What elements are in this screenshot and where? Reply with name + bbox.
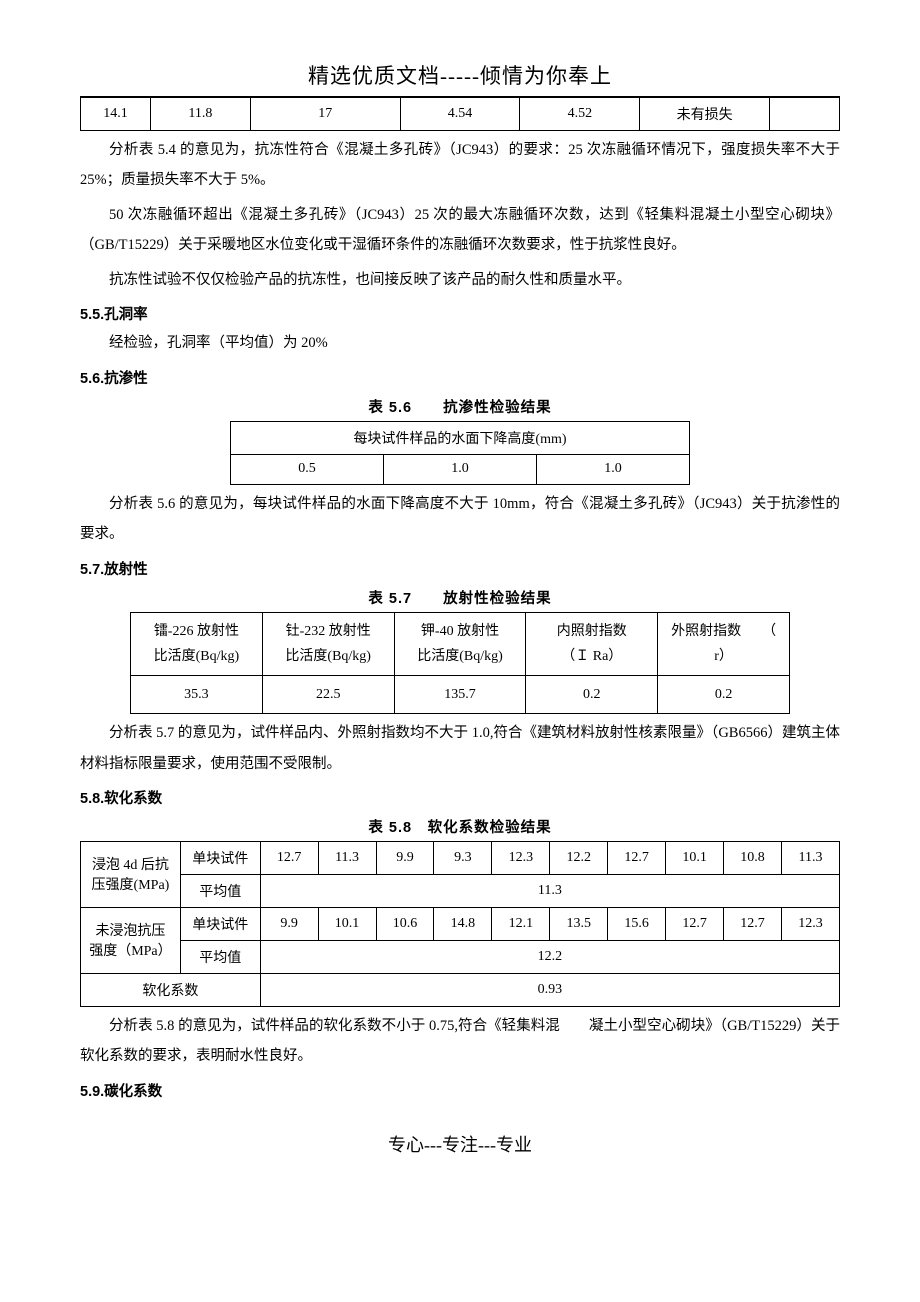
page-footer: 专心---专注---专业 <box>80 1131 840 1157</box>
t57-h4: 内照射指数 （Ｉ Ra） <box>526 612 658 675</box>
t58-r2v3: 14.8 <box>434 907 492 940</box>
t57-c3: 135.7 <box>394 675 526 713</box>
t58-r1b: 压强度(MPa) <box>92 878 170 893</box>
t57-h1b: 比活度(Bq/kg) <box>154 649 240 664</box>
t56-c3: 1.0 <box>537 454 690 484</box>
para-5-6: 分析表 5.6 的意见为，每块试件样品的水面下降高度不大于 10mm，符合《混凝… <box>80 489 840 550</box>
t58-r2avg: 12.2 <box>260 940 839 973</box>
t58-r2sub2: 平均值 <box>180 940 260 973</box>
heading-5-9: 5.9.碳化系数 <box>80 1080 840 1101</box>
page-header-title: 精选优质文档-----倾情为你奉上 <box>80 60 840 90</box>
para-5-4-a: 分析表 5.4 的意见为，抗冻性符合《混凝土多孔砖》（JC943）的要求：25 … <box>80 135 840 196</box>
t58-r1label: 浸泡 4d 后抗压强度(MPa) <box>81 841 181 907</box>
table-5-4-fragment: 14.1 11.8 17 4.54 4.52 未有损失 <box>80 97 840 131</box>
t58-r2v8: 12.7 <box>724 907 782 940</box>
table-5-7: 镭-226 放射性比活度(Bq/kg) 钍-232 放射性比活度(Bq/kg) … <box>130 612 790 715</box>
t57-h2a: 钍-232 放射性 <box>286 624 371 639</box>
t58-r2v6: 15.6 <box>608 907 666 940</box>
t58-r1v7: 10.1 <box>666 841 724 874</box>
t54-c5: 4.52 <box>520 98 640 131</box>
t58-r2v9: 12.3 <box>781 907 839 940</box>
caption-5-8: 表 5.8 软化系数检验结果 <box>80 816 840 837</box>
t58-r2label: 未浸泡抗压强度（MPa） <box>81 907 181 973</box>
t58-r2a: 未浸泡抗压 <box>95 924 165 939</box>
t58-r2v0: 9.9 <box>260 907 318 940</box>
caption-5-6: 表 5.6 抗渗性检验结果 <box>80 396 840 417</box>
t57-h3a: 钾-40 放射性 <box>421 624 499 639</box>
para-5-8: 分析表 5.8 的意见为，试件样品的软化系数不小于 0.75,符合《轻集料混 凝… <box>80 1011 840 1072</box>
t58-r1v1: 11.3 <box>318 841 376 874</box>
t57-h2b: 比活度(Bq/kg) <box>285 649 371 664</box>
t57-h4a: 内照射指数 <box>557 624 627 639</box>
t58-r2b: 强度（MPa） <box>89 944 171 959</box>
t58-r2sub1: 单块试件 <box>180 907 260 940</box>
t57-c4: 0.2 <box>526 675 658 713</box>
t58-r1v3: 9.3 <box>434 841 492 874</box>
t54-c1: 14.1 <box>81 98 151 131</box>
t58-r3label: 软化系数 <box>81 973 261 1006</box>
t57-c5: 0.2 <box>658 675 790 713</box>
t58-r2v1: 10.1 <box>318 907 376 940</box>
t58-r1v9: 11.3 <box>781 841 839 874</box>
t58-r1v5: 12.2 <box>550 841 608 874</box>
t58-r1v8: 10.8 <box>724 841 782 874</box>
t57-h4b: （Ｉ Ra） <box>561 649 622 664</box>
t58-r1v2: 9.9 <box>376 841 434 874</box>
caption-5-7: 表 5.7 放射性检验结果 <box>80 587 840 608</box>
t54-c4: 4.54 <box>400 98 520 131</box>
t58-r1sub2: 平均值 <box>180 874 260 907</box>
document-page: 精选优质文档-----倾情为你奉上 14.1 11.8 17 4.54 4.52… <box>0 0 920 1197</box>
t58-r2v7: 12.7 <box>666 907 724 940</box>
t58-r1a: 浸泡 4d 后抗 <box>92 858 169 873</box>
t58-r2v4: 12.1 <box>492 907 550 940</box>
t58-r3val: 0.93 <box>260 973 839 1006</box>
t57-h5a: 外照射指数 （ <box>671 624 776 639</box>
table-5-8: 浸泡 4d 后抗压强度(MPa) 单块试件 12.7 11.3 9.9 9.3 … <box>80 841 840 1007</box>
t58-r2v2: 10.6 <box>376 907 434 940</box>
t57-h2: 钍-232 放射性比活度(Bq/kg) <box>262 612 394 675</box>
heading-5-8: 5.8.软化系数 <box>80 787 840 808</box>
t57-c1: 35.3 <box>131 675 263 713</box>
t58-r1v4: 12.3 <box>492 841 550 874</box>
t57-h5: 外照射指数 （ r） <box>658 612 790 675</box>
t58-r1avg: 11.3 <box>260 874 839 907</box>
t56-header: 每块试件样品的水面下降高度(mm) <box>231 421 690 454</box>
para-5-7: 分析表 5.7 的意见为，试件样品内、外照射指数均不大于 1.0,符合《建筑材料… <box>80 718 840 779</box>
t58-r1v6: 12.7 <box>608 841 666 874</box>
t58-r1v0: 12.7 <box>260 841 318 874</box>
t56-c2: 1.0 <box>384 454 537 484</box>
heading-5-6: 5.6.抗渗性 <box>80 367 840 388</box>
t57-h3: 钾-40 放射性比活度(Bq/kg) <box>394 612 526 675</box>
t54-c3: 17 <box>250 98 400 131</box>
t54-c6: 未有损失 <box>640 98 770 131</box>
heading-5-7: 5.7.放射性 <box>80 558 840 579</box>
t57-h5b: r） <box>714 649 733 664</box>
t57-h1a: 镭-226 放射性 <box>154 624 239 639</box>
t54-c7 <box>770 98 840 131</box>
t57-c2: 22.5 <box>262 675 394 713</box>
t58-r2v5: 13.5 <box>550 907 608 940</box>
para-5-4-c: 抗冻性试验不仅仅检验产品的抗冻性，也间接反映了该产品的耐久性和质量水平。 <box>80 265 840 295</box>
t54-c2: 11.8 <box>150 98 250 131</box>
t56-c1: 0.5 <box>231 454 384 484</box>
t58-r1sub1: 单块试件 <box>180 841 260 874</box>
t57-h3b: 比活度(Bq/kg) <box>417 649 503 664</box>
para-5-5: 经检验，孔洞率（平均值）为 20% <box>80 328 840 358</box>
table-5-6: 每块试件样品的水面下降高度(mm) 0.5 1.0 1.0 <box>230 421 690 485</box>
heading-5-5: 5.5.孔洞率 <box>80 303 840 324</box>
para-5-4-b: 50 次冻融循环超出《混凝土多孔砖》（JC943）25 次的最大冻融循环次数，达… <box>80 200 840 261</box>
t57-h1: 镭-226 放射性比活度(Bq/kg) <box>131 612 263 675</box>
